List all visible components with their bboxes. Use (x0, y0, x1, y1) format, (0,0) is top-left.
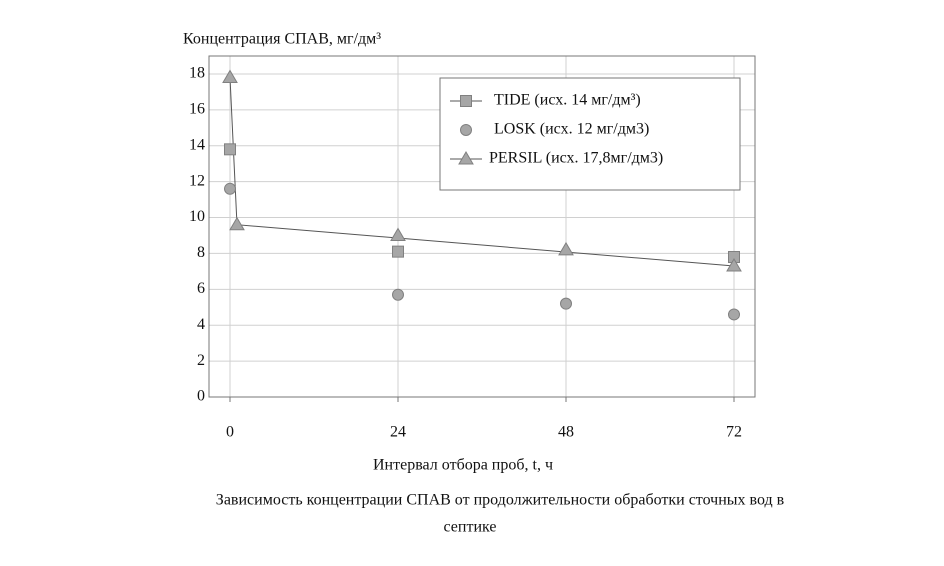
marker-triangle (558, 241, 574, 256)
y-tick-label: 4 (197, 316, 205, 333)
marker-triangle (229, 216, 245, 231)
legend-label: LOSK (исх. 12 мг/дм3) (494, 121, 649, 138)
y-tick-label: 18 (189, 65, 205, 82)
marker-triangle (390, 227, 406, 241)
y-tick-label: 2 (197, 352, 205, 369)
y-tick-label: 0 (197, 388, 205, 405)
legend-box (439, 77, 741, 191)
marker-triangle (726, 257, 742, 272)
plot-frame (208, 55, 756, 398)
y-tick-label: 6 (197, 280, 205, 297)
caption-line: септике (444, 519, 497, 536)
marker-square (460, 95, 472, 107)
marker-square (392, 245, 404, 258)
marker-circle (728, 308, 740, 321)
x-tick-label: 0 (226, 424, 234, 441)
x-tick-label: 48 (558, 424, 574, 441)
marker-triangle (222, 69, 238, 84)
x-axis-label: Интервал отбора проб, t, ч (373, 457, 553, 474)
x-tick-label: 72 (726, 424, 742, 441)
y-tick-label: 8 (197, 244, 205, 261)
y-tick-label: 10 (189, 208, 205, 225)
y-tick-label: 12 (189, 172, 205, 189)
legend-label: PERSIL (исх. 17,8мг/дм3) (489, 150, 663, 167)
marker-circle (560, 297, 572, 310)
marker-circle (224, 182, 236, 195)
marker-circle (392, 288, 404, 301)
marker-circle (460, 124, 472, 136)
caption-line: Зависимость концентрации СПАВ от продолж… (216, 492, 785, 509)
x-tick-label: 24 (390, 424, 406, 441)
y-axis-label: Концентрация СПАВ, мг/дм³ (183, 31, 381, 48)
y-tick-label: 16 (189, 101, 205, 118)
marker-square (224, 143, 236, 156)
marker-triangle (458, 151, 474, 165)
legend-label: TIDE (исх. 14 мг/дм³) (494, 92, 641, 109)
y-tick-label: 14 (189, 136, 205, 153)
